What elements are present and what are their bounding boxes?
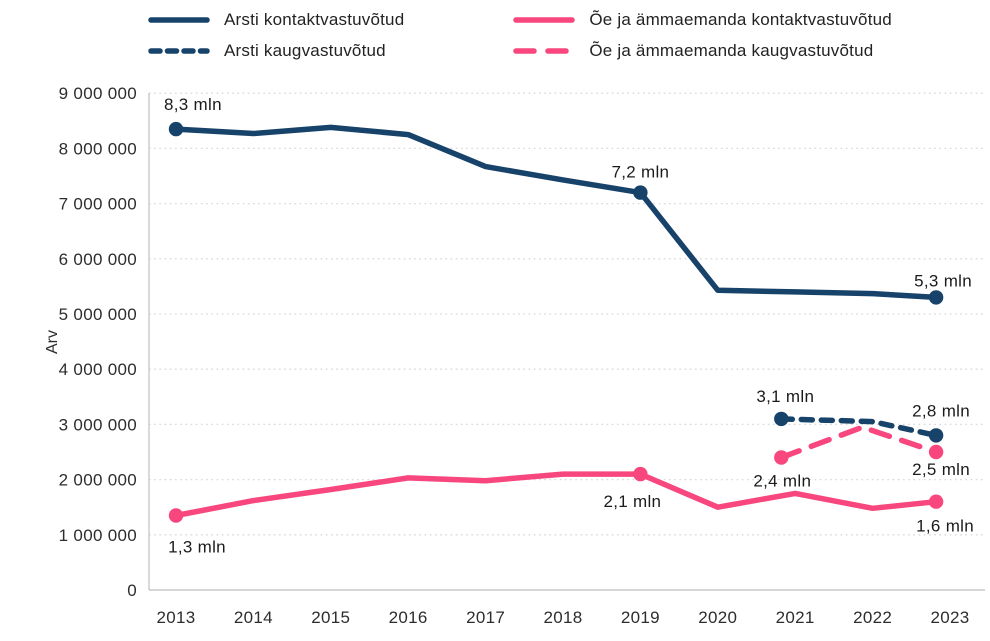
legend-label: Arsti kaugvastuvõtud — [224, 40, 386, 60]
y-tick-label: 0 — [127, 581, 137, 600]
legend-item-oe-ja-ammaemanda-kontaktvastuvotud: Õe ja ämmaemanda kontaktvastuvõtud — [512, 7, 892, 32]
legend-item-oe-ja-ammaemanda-kaugvastuvotud: Õe ja ämmaemanda kaugvastuvõtud — [512, 38, 892, 63]
y-tick-label: 3 000 000 — [59, 415, 137, 434]
legend-label: Õe ja ämmaemanda kaugvastuvõtud — [589, 40, 874, 60]
data-point-marker-oe-ja-ammaemanda-kaugvastuvotud — [774, 450, 789, 465]
x-tick-label: 2018 — [543, 608, 582, 627]
data-point-marker-oe-ja-ammaemanda-kontaktvastuvotud — [168, 508, 184, 523]
series-line-oe-ja-ammaemanda-kaugvastuvotud — [778, 424, 939, 461]
value-annotation: 2,8 mln — [912, 401, 970, 420]
value-annotation: 7,2 mln — [611, 163, 669, 182]
data-point-marker-arsti-kontaktvastuvotud — [928, 290, 944, 305]
chart-legend: Arsti kontaktvastuvõtud Arsti kaugvastuvõ… — [147, 7, 892, 63]
legend-item-arsti-kontaktvastuvotud: Arsti kontaktvastuvõtud — [147, 7, 404, 32]
x-tick-label: 2015 — [311, 608, 350, 627]
data-point-marker-oe-ja-ammaemanda-kontaktvastuvotud — [928, 494, 944, 509]
series-line-arsti-kaugvastuvotud — [778, 416, 939, 439]
value-annotation: 3,1 mln — [756, 387, 814, 406]
legend-line-sample-oe-ja-ammaemanda-kaugvastuvotud-icon — [513, 47, 576, 54]
legend-line-sample-arsti-kontaktvastuvotud-icon — [148, 16, 210, 23]
series-line-arsti-kontaktvastuvotud — [173, 124, 939, 301]
data-point-marker-arsti-kontaktvastuvotud — [633, 185, 648, 200]
x-tick-label: 2019 — [621, 608, 660, 627]
data-point-marker-arsti-kaugvastuvotud — [774, 411, 789, 427]
x-tick-label: 2020 — [698, 608, 737, 627]
value-annotation: 2,5 mln — [912, 460, 970, 479]
value-annotation: 2,4 mln — [753, 472, 811, 491]
value-annotation: 1,6 mln — [916, 517, 974, 536]
value-annotation: 8,3 mln — [164, 95, 222, 114]
legend-item-arsti-kaugvastuvotud: Arsti kaugvastuvõtud — [147, 38, 404, 63]
y-tick-label: 1 000 000 — [59, 526, 137, 545]
y-tick-label: 4 000 000 — [59, 360, 137, 379]
data-point-marker-oe-ja-ammaemanda-kaugvastuvotud — [928, 444, 944, 460]
legend-line-sample-arsti-kaugvastuvotud-icon — [148, 47, 210, 54]
x-tick-label: 2013 — [156, 608, 195, 627]
x-tick-label: 2023 — [930, 608, 969, 627]
legend-label: Õe ja ämmaemanda kontaktvastuvõtud — [589, 9, 892, 29]
x-tick-label: 2022 — [853, 608, 892, 627]
x-tick-label: 2016 — [389, 608, 428, 627]
y-axis-title: Arv — [44, 330, 61, 354]
data-point-marker-arsti-kaugvastuvotud — [928, 428, 944, 443]
x-tick-label: 2021 — [776, 608, 815, 627]
value-annotation: 2,1 mln — [603, 492, 661, 511]
y-tick-label: 7 000 000 — [59, 195, 137, 214]
data-point-marker-arsti-kontaktvastuvotud — [168, 121, 184, 137]
x-tick-label: 2014 — [234, 608, 273, 627]
value-annotation: 1,3 mln — [168, 538, 226, 557]
y-tick-label: 8 000 000 — [59, 139, 137, 158]
x-tick-label: 2017 — [466, 608, 505, 627]
y-tick-label: 2 000 000 — [59, 471, 137, 490]
y-tick-label: 9 000 000 — [59, 84, 137, 103]
series-line-oe-ja-ammaemanda-kontaktvastuvotud — [173, 471, 939, 519]
y-tick-label: 5 000 000 — [59, 305, 137, 324]
data-point-marker-oe-ja-ammaemanda-kontaktvastuvotud — [633, 466, 648, 482]
legend-label: Arsti kontaktvastuvõtud — [224, 9, 405, 29]
y-tick-label: 6 000 000 — [59, 250, 137, 269]
value-annotation: 5,3 mln — [914, 271, 972, 290]
legend-line-sample-oe-ja-ammaemanda-kontaktvastuvotud-icon — [513, 16, 576, 23]
